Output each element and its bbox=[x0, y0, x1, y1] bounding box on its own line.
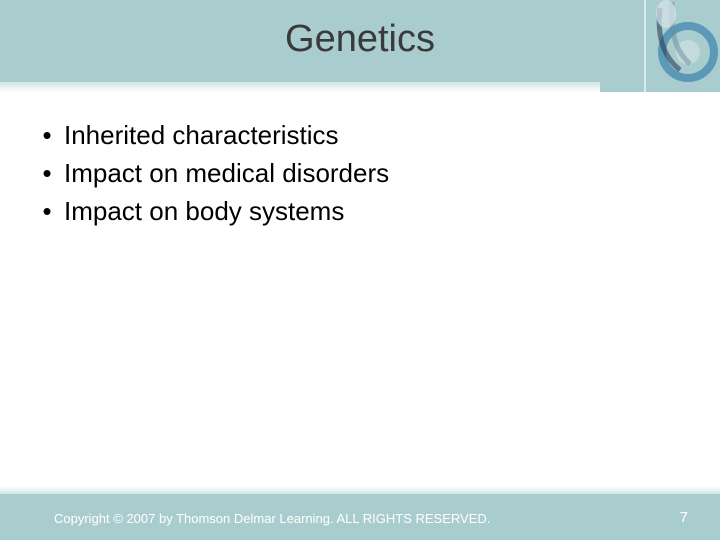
copyright-text: Copyright © 2007 by Thomson Delmar Learn… bbox=[54, 511, 490, 526]
bullet-list: • Inherited characteristics • Impact on … bbox=[30, 118, 670, 232]
bullet-icon: • bbox=[30, 194, 64, 228]
list-item: • Impact on medical disorders bbox=[30, 156, 670, 190]
bullet-text: Impact on body systems bbox=[64, 194, 344, 228]
footer-highlight bbox=[0, 486, 720, 494]
bullet-text: Inherited characteristics bbox=[64, 118, 339, 152]
bullet-icon: • bbox=[30, 118, 64, 152]
list-item: • Inherited characteristics bbox=[30, 118, 670, 152]
slide-title: Genetics bbox=[0, 18, 720, 61]
bullet-text: Impact on medical disorders bbox=[64, 156, 389, 190]
bullet-icon: • bbox=[30, 156, 64, 190]
list-item: • Impact on body systems bbox=[30, 194, 670, 228]
page-number: 7 bbox=[680, 509, 688, 526]
slide: Genetics • Inherited characteristics • I… bbox=[0, 0, 720, 540]
